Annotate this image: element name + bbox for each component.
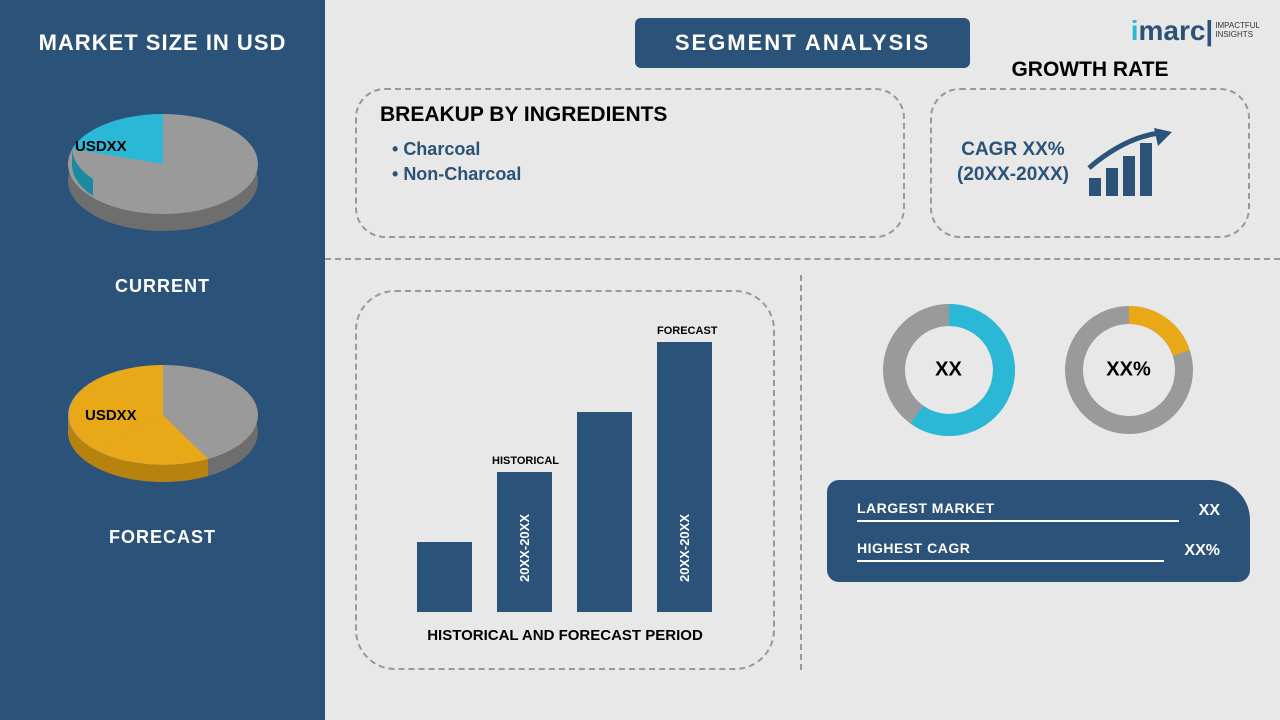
bar-area: HISTORICAL 20XX-20XX FORECAST 20XX-20XX [397, 322, 733, 612]
info-val-0: XX [1199, 502, 1220, 520]
sidebar: MARKET SIZE IN USD USDXX CURRENT USDXX F… [0, 0, 325, 720]
donut-1-text: XX% [1106, 359, 1150, 382]
ingredient-item: Charcoal [392, 139, 878, 160]
page-title: SEGMENT ANALYSIS [635, 18, 970, 68]
pie-forecast-svg [48, 337, 278, 507]
col-left: HISTORICAL 20XX-20XX FORECAST 20XX-20XX … [355, 275, 775, 670]
growth-text: CAGR XX%(20XX-20XX) [957, 138, 1069, 187]
growth-title: GROWTH RATE [1001, 58, 1178, 82]
donuts: XX XX% [827, 300, 1250, 440]
pie-forecast-label: FORECAST [20, 527, 305, 548]
ingredients-panel: BREAKUP BY INGREDIENTS Charcoal Non-Char… [355, 88, 905, 238]
row2: HISTORICAL 20XX-20XX FORECAST 20XX-20XX … [325, 258, 1280, 670]
bar-2 [577, 412, 632, 612]
bar-1-label: HISTORICAL [492, 455, 559, 467]
bar-caption: HISTORICAL AND FORECAST PERIOD [377, 627, 753, 644]
pie-current-value: USDXX [75, 138, 127, 155]
pie-current-svg [48, 86, 278, 256]
growth-icon [1084, 128, 1174, 198]
info-lbl-0: LARGEST MARKET [857, 500, 1179, 522]
growth-panel: GROWTH RATE CAGR XX%(20XX-20XX) [930, 88, 1250, 238]
info-lbl-1: HIGHEST CAGR [857, 540, 1164, 562]
ingredients-list: Charcoal Non-Charcoal [382, 139, 878, 185]
pie-forecast-value: USDXX [85, 407, 137, 424]
info-row-1: HIGHEST CAGR XX% [857, 540, 1220, 562]
bar-3-label: FORECAST [657, 325, 718, 337]
info-row-0: LARGEST MARKET XX [857, 500, 1220, 522]
pie-current-label: CURRENT [20, 276, 305, 297]
bar-0 [417, 542, 472, 612]
donut-1: XX% [1059, 300, 1199, 440]
bar-1-vtext: 20XX-20XX [517, 514, 532, 582]
info-box: LARGEST MARKET XX HIGHEST CAGR XX% [827, 480, 1250, 582]
pie-forecast: USDXX FORECAST [20, 337, 305, 548]
ingredient-item: Non-Charcoal [392, 164, 878, 185]
col-right: XX XX% LARGEST MARKET XX HIGHEST CAGR [800, 275, 1250, 670]
donut-0: XX [879, 300, 1019, 440]
bar-chart-panel: HISTORICAL 20XX-20XX FORECAST 20XX-20XX … [355, 290, 775, 670]
sidebar-title: MARKET SIZE IN USD [20, 30, 305, 56]
row1: BREAKUP BY INGREDIENTS Charcoal Non-Char… [325, 68, 1280, 238]
main: imarc|IMPACTFULINSIGHTS SEGMENT ANALYSIS… [325, 0, 1280, 720]
donut-0-text: XX [935, 359, 962, 382]
ingredients-title: BREAKUP BY INGREDIENTS [372, 103, 675, 127]
bar-3-vtext: 20XX-20XX [677, 514, 692, 582]
logo: imarc|IMPACTFULINSIGHTS [1131, 15, 1260, 47]
info-val-1: XX% [1184, 542, 1220, 560]
logo-marc: marc [1138, 15, 1205, 46]
pie-current: USDXX CURRENT [20, 86, 305, 297]
logo-tag: IMPACTFULINSIGHTS [1215, 21, 1260, 39]
